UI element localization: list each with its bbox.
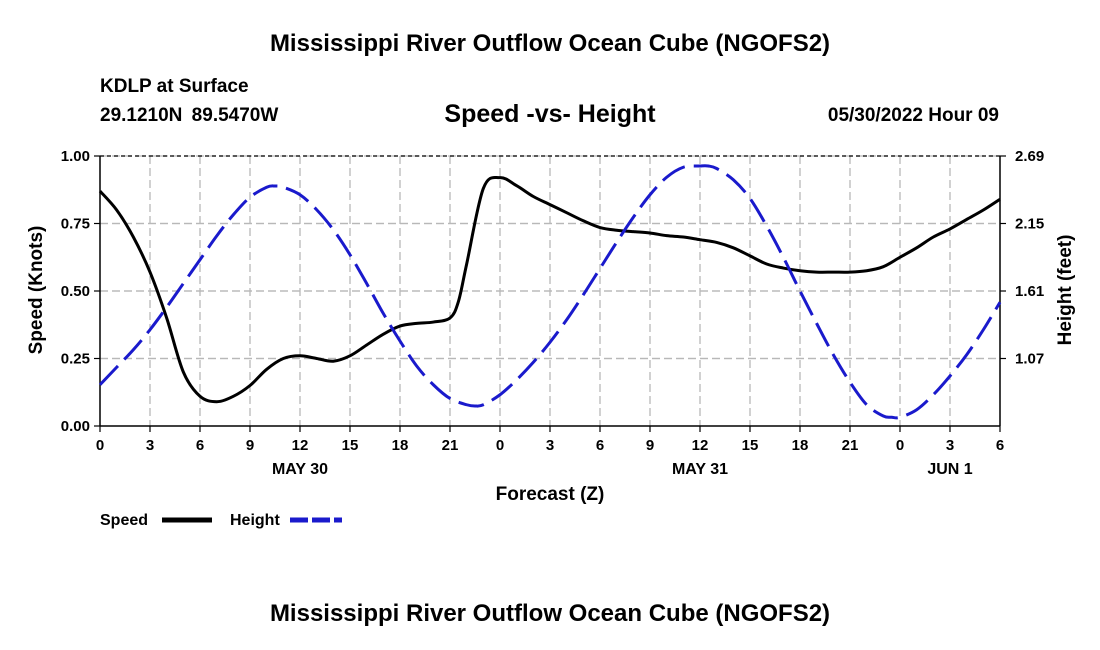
- y-left-tick-label: 0.25: [61, 351, 90, 368]
- y-right-tick-label: 1.07: [1015, 351, 1044, 368]
- y-left-tick-label: 0.00: [61, 418, 90, 435]
- y-right-tick-label: 1.61: [1015, 283, 1044, 300]
- coordinates-label: 29.1210N 89.5470W: [100, 105, 279, 126]
- x-tick-label: 18: [792, 437, 809, 454]
- y-axis-right-label: Height (feet): [1055, 235, 1076, 346]
- x-tick-label: 6: [996, 437, 1004, 454]
- x-tick-label: 0: [96, 437, 104, 454]
- y-left-tick-label: 1.00: [61, 148, 90, 165]
- y-right-tick-label: 2.69: [1015, 148, 1044, 165]
- x-tick-label: 9: [646, 437, 654, 454]
- x-tick-label: 15: [742, 437, 759, 454]
- x-tick-label: 3: [546, 437, 554, 454]
- legend-speed-label: Speed: [100, 512, 148, 529]
- series-line-speed: [98, 175, 1001, 404]
- y-axis-right: 1.07 1.61 2.15 2.69: [1000, 148, 1044, 368]
- grid: [100, 155, 1000, 426]
- x-tick-label: 0: [496, 437, 504, 454]
- x-axis: 0 3 6 9 12 15 18 21 0 3 6 9 12 15 18 21 0 3 6 MAY 30 MAY 31 J…: [96, 426, 1004, 478]
- y-right-tick-label: 2.15: [1015, 216, 1044, 233]
- y-axis-left-label: Speed (Knots): [26, 226, 47, 355]
- legend-height-label: Height: [230, 512, 280, 529]
- footer-title: Mississippi River Outflow Ocean Cube (NG…: [269, 600, 831, 627]
- y-left-tick-label: 0.50: [61, 283, 90, 300]
- series-line-height: [98, 164, 1002, 420]
- chart-title: Mississippi River Outflow Ocean Cube (NG…: [269, 30, 831, 57]
- y-axis-left: 0.00 0.25 0.50 0.75 1.00: [61, 148, 100, 435]
- x-tick-label: 6: [196, 437, 204, 454]
- date-label: MAY 31: [672, 461, 728, 478]
- x-tick-label: 0: [896, 437, 904, 454]
- date-label: MAY 30: [272, 461, 328, 478]
- series-layer: [98, 164, 1002, 420]
- x-tick-label: 15: [342, 437, 359, 454]
- chart-subtitle: Speed -vs- Height: [444, 100, 656, 128]
- date-label: JUN 1: [927, 461, 972, 478]
- y-left-tick-label: 0.75: [61, 216, 90, 233]
- x-tick-label: 3: [146, 437, 154, 454]
- x-tick-label: 21: [442, 437, 459, 454]
- forecast-datetime: 05/30/2022 Hour 09: [827, 105, 999, 126]
- x-tick-label: 18: [392, 437, 409, 454]
- x-tick-label: 12: [292, 437, 309, 454]
- x-tick-label: 12: [692, 437, 709, 454]
- station-label: KDLP at Surface: [100, 76, 249, 97]
- legend: Speed Height: [100, 512, 342, 529]
- x-axis-label: Forecast (Z): [496, 484, 605, 505]
- x-tick-label: 21: [842, 437, 859, 454]
- x-tick-label: 3: [946, 437, 954, 454]
- x-tick-label: 9: [246, 437, 254, 454]
- x-tick-label: 6: [596, 437, 604, 454]
